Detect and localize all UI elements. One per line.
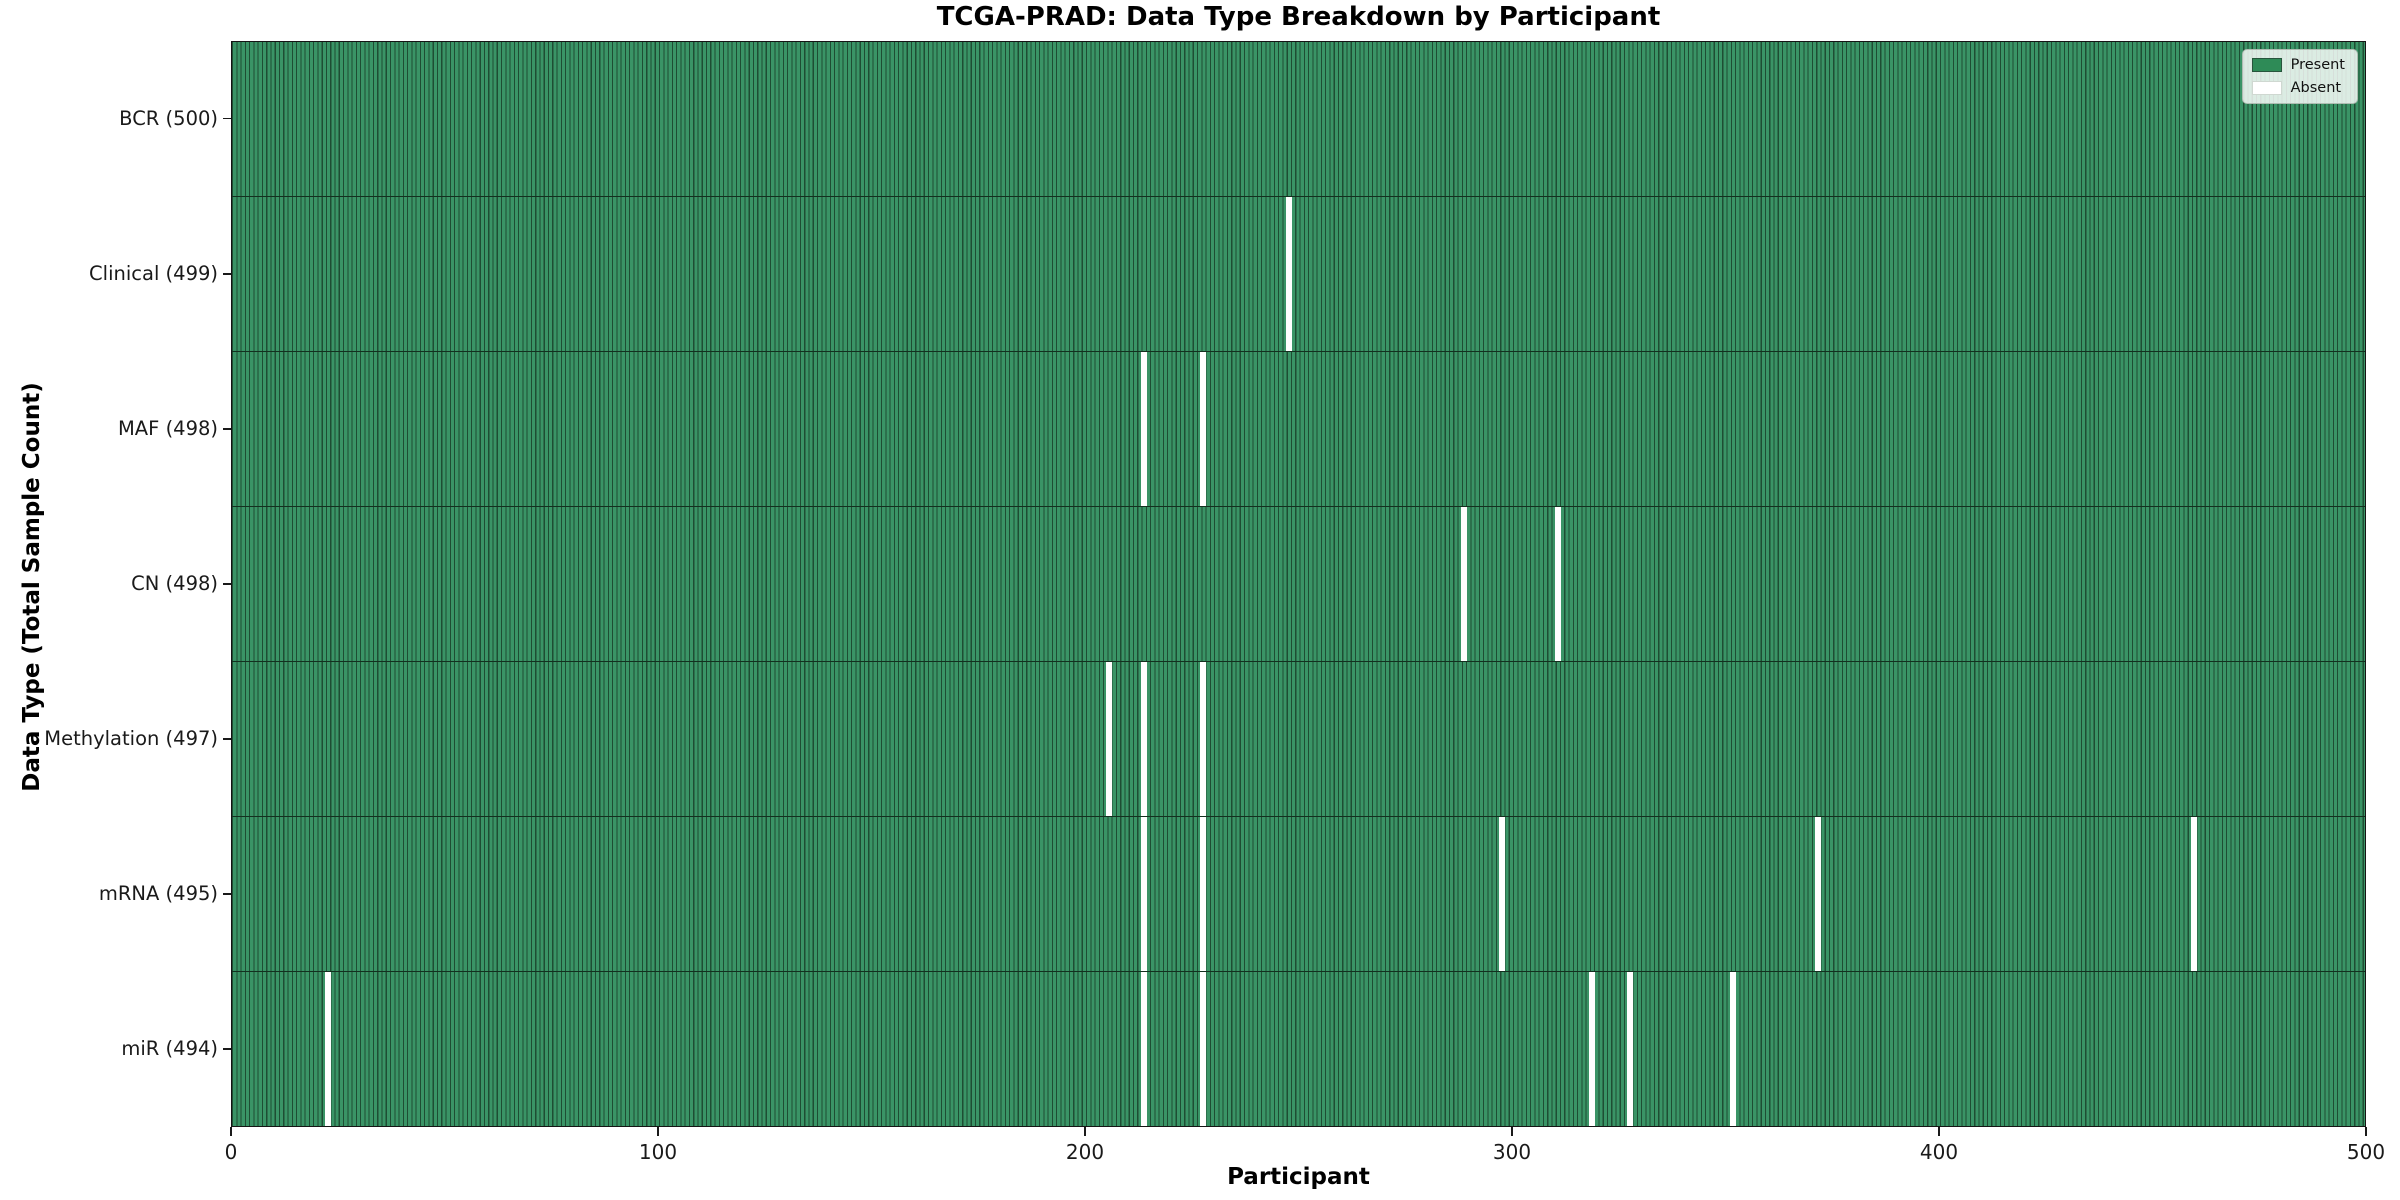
xtick-mark-200 (1084, 1127, 1086, 1136)
absent-gap-miR-318 (1588, 972, 1595, 1126)
heatmap-row-Methylation (232, 662, 2365, 817)
absent-gap-miR-22 (325, 972, 332, 1126)
heatmap-row-MAF (232, 352, 2365, 507)
legend-absent-swatch (2251, 81, 2282, 95)
absent-gap-Clinical-247 (1285, 197, 1292, 351)
xtick-mark-100 (657, 1127, 659, 1136)
absent-gap-miR-327 (1627, 972, 1634, 1126)
xtick-mark-0 (230, 1127, 232, 1136)
ytick-mark-BCR (223, 117, 231, 120)
xtick-mark-300 (1511, 1127, 1513, 1136)
x-axis-label: Participant (1227, 1164, 1370, 1190)
absent-gap-Methylation-205 (1106, 662, 1113, 816)
xtick-label-100: 100 (638, 1140, 678, 1164)
ytick-label-Methylation: Methylation (497) (44, 727, 218, 751)
absent-gap-miR-351 (1729, 972, 1736, 1126)
legend-present-label: Present (2290, 57, 2345, 73)
ytick-mark-MAF (223, 427, 231, 430)
absent-gap-Methylation-227 (1200, 662, 1207, 816)
absent-gap-mRNA-297 (1499, 817, 1506, 971)
absent-gap-mRNA-371 (1815, 817, 1822, 971)
absent-gap-mRNA-227 (1200, 817, 1207, 971)
absent-gap-MAF-227 (1200, 352, 1207, 506)
xtick-label-300: 300 (1492, 1140, 1532, 1164)
legend-entry-present: Present (2251, 57, 2345, 73)
ytick-mark-Methylation (223, 738, 231, 740)
ytick-label-MAF: MAF (498) (117, 416, 218, 440)
xtick-label-200: 200 (1065, 1140, 1105, 1164)
xtick-mark-500 (2365, 1127, 2367, 1136)
ytick-label-miR: miR (494) (121, 1037, 218, 1061)
heatmap-rows (232, 42, 2365, 1126)
absent-gap-MAF-213 (1140, 352, 1147, 506)
heatmap-row-BCR (232, 42, 2365, 197)
heatmap-row-miR (232, 972, 2365, 1126)
ytick-mark-CN (223, 583, 231, 585)
ytick-label-mRNA: mRNA (495) (98, 882, 218, 906)
legend: Present Absent (2241, 49, 2358, 104)
plot-area: Present Absent (231, 41, 2366, 1127)
heatmap-row-Clinical (232, 197, 2365, 352)
absent-gap-miR-227 (1200, 972, 1207, 1126)
legend-entry-absent: Absent (2251, 80, 2345, 96)
xtick-mark-400 (1938, 1127, 1940, 1136)
ytick-label-Clinical: Clinical (499) (89, 261, 218, 285)
ytick-mark-miR (223, 1048, 231, 1051)
chart-title: TCGA-PRAD: Data Type Breakdown by Partic… (936, 2, 1661, 32)
ytick-label-CN: CN (498) (131, 572, 218, 595)
legend-present-swatch (2251, 58, 2282, 72)
ytick-mark-mRNA (223, 893, 231, 896)
absent-gap-mRNA-213 (1140, 817, 1147, 971)
absent-gap-CN-288 (1460, 507, 1467, 661)
xtick-label-500: 500 (2346, 1140, 2386, 1164)
legend-absent-label: Absent (2290, 80, 2342, 96)
ytick-label-BCR: BCR (500) (119, 106, 218, 130)
heatmap-row-mRNA (232, 817, 2365, 972)
xtick-label-400: 400 (1919, 1140, 1959, 1164)
absent-gap-Methylation-213 (1140, 662, 1147, 816)
absent-gap-CN-310 (1554, 507, 1561, 661)
absent-gap-miR-213 (1140, 972, 1147, 1126)
heatmap-row-CN (232, 507, 2365, 662)
ytick-mark-Clinical (223, 272, 231, 275)
xtick-label-0: 0 (224, 1140, 238, 1164)
absent-gap-mRNA-459 (2191, 817, 2198, 971)
